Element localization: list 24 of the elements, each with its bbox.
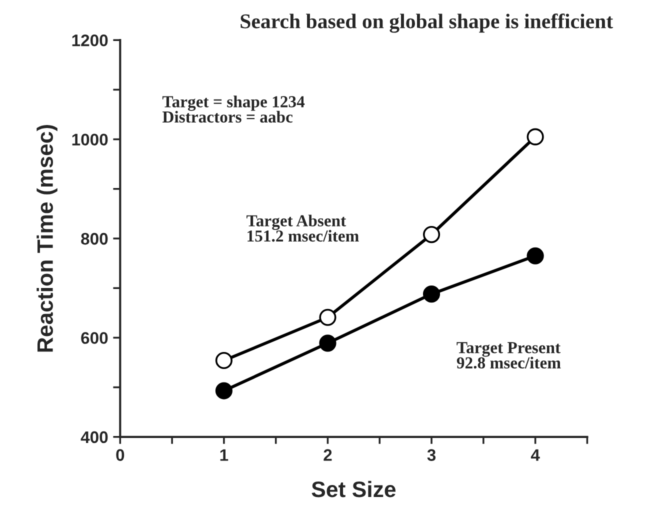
y-tick-label: 800 — [81, 232, 108, 245]
point — [526, 247, 544, 264]
y-tick-label: 1000 — [72, 134, 108, 146]
annotation: Target Present 92.8 msec/item — [456, 342, 561, 369]
y-tick-label: 400 — [80, 431, 108, 444]
point — [215, 382, 232, 400]
point — [422, 226, 440, 244]
point — [319, 308, 336, 326]
x-axis-title: Set Size — [312, 480, 396, 498]
x-tick-label: 4 — [530, 449, 540, 461]
annotation: Target = shape 1234 Distractors = aabc — [162, 96, 305, 123]
y-axis-title: Reaction Time (msec) — [36, 124, 58, 352]
point — [215, 352, 232, 370]
point — [526, 128, 544, 146]
annotation: Target Absent 151.2 msec/item — [246, 214, 359, 242]
y-tick-label: 600 — [81, 332, 108, 344]
point — [422, 286, 440, 303]
x-tick-label: 1 — [220, 449, 228, 461]
x-tick-label: 2 — [324, 449, 332, 461]
chart-title: Search based on global shape is inefficient — [240, 13, 614, 33]
x-tick-label: 3 — [427, 449, 436, 461]
y-tick-label: 1200 — [72, 34, 108, 46]
point — [319, 334, 336, 352]
x-tick-label: 0 — [116, 449, 124, 461]
